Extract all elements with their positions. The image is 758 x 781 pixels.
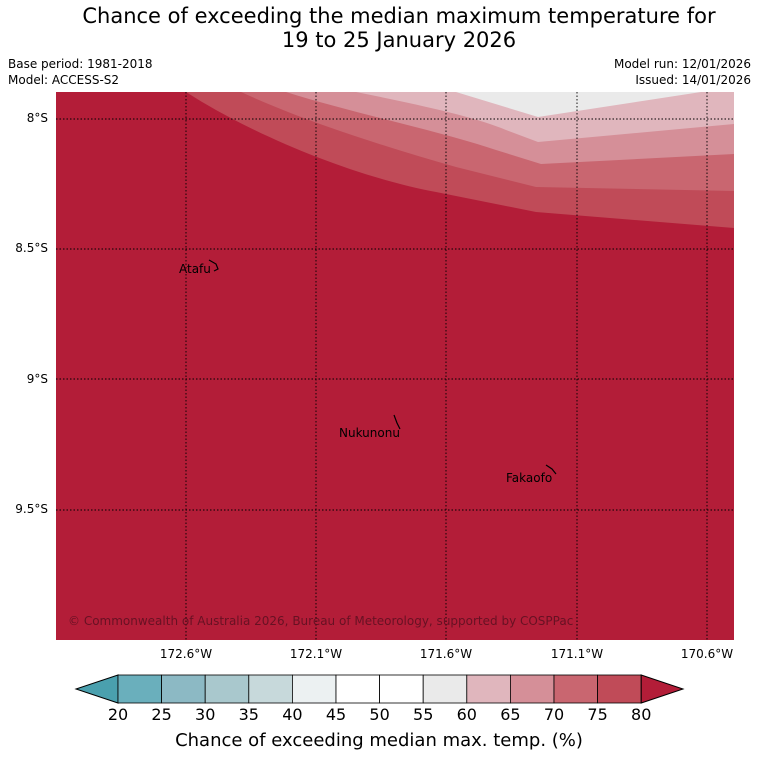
place-nukunonu: Nukunonu: [339, 426, 400, 440]
colorbar-cell-75-80: [597, 674, 642, 704]
fakaofo-outline: [545, 464, 557, 475]
probability-field: [56, 92, 734, 640]
lon-label-171-1: 171.1°W: [550, 647, 604, 661]
nukunonu-outline: [393, 414, 401, 430]
place-fakaofo: Fakaofo: [506, 471, 553, 485]
colorbar-tick-55: 55: [413, 705, 434, 724]
band-60-65: [356, 92, 734, 142]
colorbar-cell-40-45: [291, 674, 337, 704]
lat-label-9-5: 9.5°S: [15, 502, 48, 516]
colorbar-extend-low: [74, 674, 119, 704]
colorbar-cell-50-55: [379, 674, 424, 704]
lon-label-172-1: 172.1°W: [289, 647, 343, 661]
lat-label-9: 9°S: [26, 372, 48, 386]
colorbar: [74, 674, 685, 704]
colorbar-tick-20: 20: [107, 705, 129, 724]
island-outlines: [208, 259, 557, 475]
meta-right: Model run: 12/01/2026 Issued: 14/01/2026: [614, 56, 751, 88]
colorbar-tick-75: 75: [587, 705, 608, 724]
lat-label-8-5: 8.5°S: [15, 241, 48, 255]
colorbar-tick-50: 50: [369, 705, 390, 724]
colorbar-tick-80: 80: [631, 705, 652, 724]
colorbar-tick-35: 35: [238, 705, 259, 724]
colorbar-extend-high: [640, 674, 685, 704]
colorbar-tick-25: 25: [151, 705, 172, 724]
colorbar-cell-70-75: [553, 674, 598, 704]
colorbar-cell-45-50: [335, 674, 380, 704]
colorbar-cell-25-30: [161, 674, 206, 704]
colorbar-tick-60: 60: [456, 705, 477, 724]
colorbar-cells: [74, 674, 685, 704]
title-line-1: Chance of exceeding the median maximum t…: [82, 4, 716, 28]
issued-date: Issued: 14/01/2026: [635, 73, 751, 87]
copyright-notice: © Commonwealth of Australia 2026, Bureau…: [68, 614, 574, 628]
colorbar-cell-60-65: [466, 674, 511, 704]
atafu-outline: [208, 259, 219, 272]
colorbar-cell-30-35: [204, 674, 250, 704]
lon-label-171-6: 171.6°W: [419, 647, 473, 661]
colorbar-tick-45: 45: [325, 705, 347, 724]
title-line-2: 19 to 25 January 2026: [281, 28, 517, 52]
band-55-60: [456, 92, 701, 117]
colorbar-cell-65-70: [509, 674, 555, 704]
model-name: Model: ACCESS-S2: [8, 73, 120, 87]
colorbar-cell-20-25: [117, 674, 162, 704]
colorbar-tick-30: 30: [195, 705, 216, 724]
colorbar-cell-35-40: [248, 674, 293, 704]
graticule: [56, 92, 734, 640]
model-run: Model run: 12/01/2026: [613, 57, 751, 71]
lon-label-170-6: 170.6°W: [680, 647, 734, 661]
base-period: Base period: 1981-2018: [8, 57, 153, 71]
meta-left: Base period: 1981-2018 Model: ACCESS-S2: [8, 56, 153, 88]
lon-label-172-6: 172.6°W: [159, 647, 213, 661]
map-panel: [56, 92, 734, 640]
colorbar-tick-40: 40: [282, 705, 303, 724]
colorbar-tick-70: 70: [543, 705, 565, 724]
colorbar-cell-55-60: [422, 674, 468, 704]
map-title: Chance of exceeding the median maximum t…: [0, 4, 758, 52]
colorbar-label: Chance of exceeding median max. temp. (%…: [175, 730, 583, 751]
colorbar-tick-65: 65: [500, 705, 521, 724]
lat-label-8: 8°S: [26, 111, 48, 125]
place-atafu: Atafu: [179, 262, 211, 276]
